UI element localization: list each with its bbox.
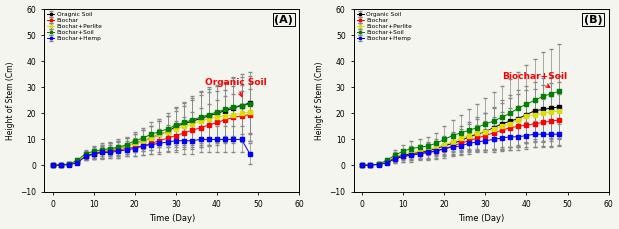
- Text: Organic Soil: Organic Soil: [205, 78, 266, 96]
- X-axis label: Time (Day): Time (Day): [458, 214, 504, 224]
- X-axis label: Time (Day): Time (Day): [149, 214, 195, 224]
- Legend: Organic Soil, Biochar, Biochar+Perlite, Biochar+Soil, Biochar+Hemp: Organic Soil, Biochar, Biochar+Perlite, …: [356, 11, 413, 42]
- Legend: Oragnic Soil, Biochar, Biochar+Perlite, Biochar+Soil, Biochar+Hemp: Oragnic Soil, Biochar, Biochar+Perlite, …: [46, 11, 104, 42]
- Y-axis label: Heihgt of Stem (Cm): Heihgt of Stem (Cm): [315, 61, 324, 139]
- Text: Biochar+Soil: Biochar+Soil: [502, 72, 567, 87]
- Text: (A): (A): [274, 14, 293, 25]
- Text: (B): (B): [584, 14, 603, 25]
- Y-axis label: Height of Stem (Cm): Height of Stem (Cm): [6, 61, 15, 139]
